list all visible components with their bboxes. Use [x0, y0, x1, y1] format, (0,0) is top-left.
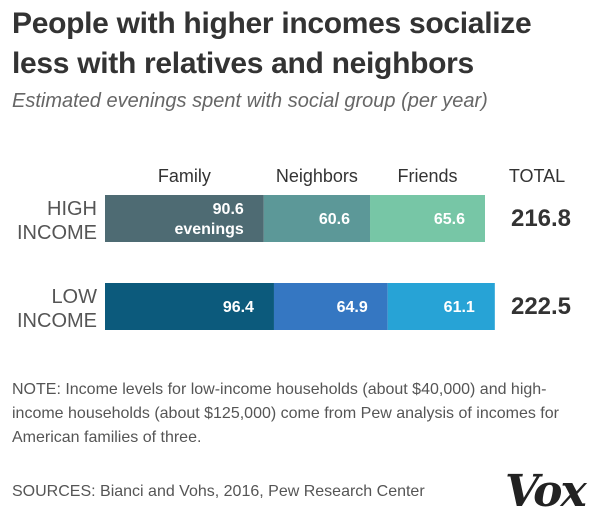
bar-high-income-friends — [370, 195, 485, 242]
vox-logo: Vox — [505, 466, 587, 517]
unit-label-evenings: evenings — [174, 221, 243, 238]
stacked-bar-chart: Family Neighbors Friends TOTALHIGHINCOME90.… — [17, 166, 571, 332]
value-label-low-income-family: 96.4 — [223, 299, 254, 316]
note-text: NOTE: Income levels for low-income house… — [12, 381, 559, 446]
value-label-high-income-friends: 65.6 — [434, 211, 465, 228]
bar-high-income-neighbors — [263, 195, 371, 242]
bar-low-income-neighbors — [273, 283, 388, 330]
total-value-low-income: 222.5 — [511, 293, 571, 320]
row-label-low-income-line2: INCOME — [17, 310, 97, 332]
row-label-high-income-line2: INCOME — [17, 222, 97, 244]
bar-high-income-family — [105, 195, 264, 242]
bar-low-income-friends — [387, 283, 495, 330]
series-header-neighbors: Neighbors — [276, 166, 358, 186]
value-label-high-income-neighbors: 60.6 — [319, 211, 350, 228]
row-label-high-income-line1: HIGH — [47, 198, 97, 220]
row-label-low-income-line1: LOW — [51, 286, 97, 308]
series-header-family: Family — [158, 166, 211, 186]
value-label-low-income-friends: 61.1 — [444, 299, 475, 316]
bar-low-income-family — [105, 283, 274, 330]
total-value-high-income: 216.8 — [511, 205, 571, 232]
chart-title: People with higher incomes socialize les… — [12, 7, 532, 80]
value-label-high-income-family: 90.6 — [213, 201, 244, 218]
chart-subtitle: Estimated evenings spent with social gro… — [12, 90, 488, 112]
series-header-friends: Friends — [397, 166, 457, 186]
sources-text: SOURCES: Bianci and Vohs, 2016, Pew Rese… — [12, 483, 425, 500]
value-label-low-income-neighbors: 64.9 — [337, 299, 368, 316]
total-header: TOTAL — [509, 166, 565, 186]
